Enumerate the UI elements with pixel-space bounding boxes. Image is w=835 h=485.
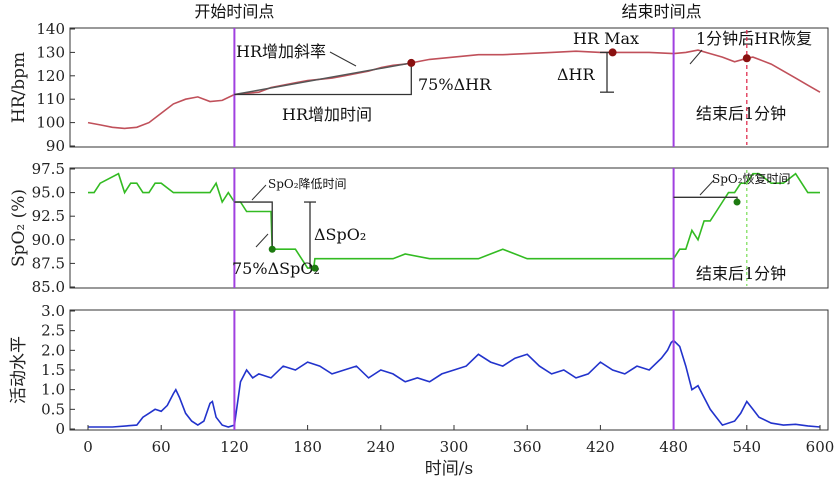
y-tick-label: 100 (36, 114, 65, 132)
y-tick-label: 1.0 (41, 381, 65, 399)
hr-75pct-label: 75%ΔHR (418, 75, 492, 94)
panel-frame-3 (70, 310, 828, 430)
spo2-drop-pointer (252, 185, 266, 200)
spo2-75pct-pointer (256, 234, 268, 247)
y-tick-label: 95.0 (32, 184, 65, 202)
spo2-after-label: 结束后1分钟 (696, 264, 786, 283)
x-tick-label: 180 (293, 438, 322, 456)
y-tick-label: 3.0 (41, 302, 65, 320)
y-tick-label: 1.5 (41, 361, 65, 379)
x-tick-label: 240 (366, 438, 395, 456)
hr-marker-dot (407, 59, 415, 67)
x-tick-label: 0 (83, 438, 93, 456)
hr-time-label: HR增加时间 (282, 105, 372, 124)
hr-slope-line (234, 63, 411, 95)
spo2-recover-label: SpO₂恢复时间 (712, 172, 791, 186)
y-tick-label: 2.5 (41, 322, 65, 340)
y-tick-label: 90 (46, 137, 65, 155)
x-tick-label: 540 (732, 438, 761, 456)
y-tick-label: 110 (36, 90, 65, 108)
y-tick-label: 140 (36, 20, 65, 38)
hr-max-label: HR Max (573, 29, 639, 48)
y-tick-label: 0 (55, 420, 65, 438)
y-tick-label: 87.5 (32, 254, 65, 272)
y-tick-label: 97.5 (32, 160, 65, 178)
hr-slope-label: HR增加斜率 (236, 42, 326, 61)
hr-slope-pointer (330, 52, 356, 66)
spo2-drop-bracket (234, 202, 272, 249)
event-label-start: 开始时间点 (194, 2, 274, 21)
event-label-end: 结束时间点 (622, 2, 702, 21)
x-tick-label: 420 (586, 438, 615, 456)
y-tick-label: 0.5 (41, 400, 65, 418)
hr-recover-pointer (690, 50, 702, 64)
spo2-recover-bracket (674, 197, 737, 202)
y-tick-label: 90.0 (32, 231, 65, 249)
y-axis-label: SpO₂ (%) (9, 189, 29, 267)
y-tick-label: 92.5 (32, 207, 65, 225)
hr-marker-dot (609, 48, 617, 56)
spo2-recover-pointer (700, 180, 714, 195)
spo2-75pct-label: 75%ΔSpO₂ (232, 259, 320, 278)
hr-after-label: 结束后1分钟 (696, 104, 786, 123)
spo2-marker-dot (269, 246, 276, 253)
spo2-delta-label: ΔSpO₂ (314, 225, 366, 244)
x-axis-label: 时间/s (425, 459, 473, 479)
y-tick-label: 85.0 (32, 278, 65, 296)
y-tick-label: 120 (36, 67, 65, 85)
x-tick-label: 120 (220, 438, 249, 456)
hr-recover-label: 1分钟后HR恢复 (696, 29, 812, 48)
spo2-marker-dot (734, 199, 741, 206)
y-tick-label: 2.0 (41, 341, 65, 359)
series-line (88, 174, 820, 268)
spo2-drop-label: SpO₂降低时间 (268, 177, 347, 191)
x-tick-label: 600 (806, 438, 835, 456)
series-line (88, 341, 820, 428)
spo2-marker-dot (311, 265, 318, 272)
y-axis-label: 活动水平 (9, 336, 29, 404)
hr-marker-dot (743, 54, 751, 62)
y-axis-label: HR/bpm (9, 52, 29, 123)
x-tick-label: 480 (659, 438, 688, 456)
x-tick-label: 300 (440, 438, 469, 456)
x-tick-label: 60 (152, 438, 171, 456)
x-tick-label: 360 (513, 438, 542, 456)
y-tick-label: 130 (36, 43, 65, 61)
hr-delta-label: ΔHR (557, 65, 596, 84)
